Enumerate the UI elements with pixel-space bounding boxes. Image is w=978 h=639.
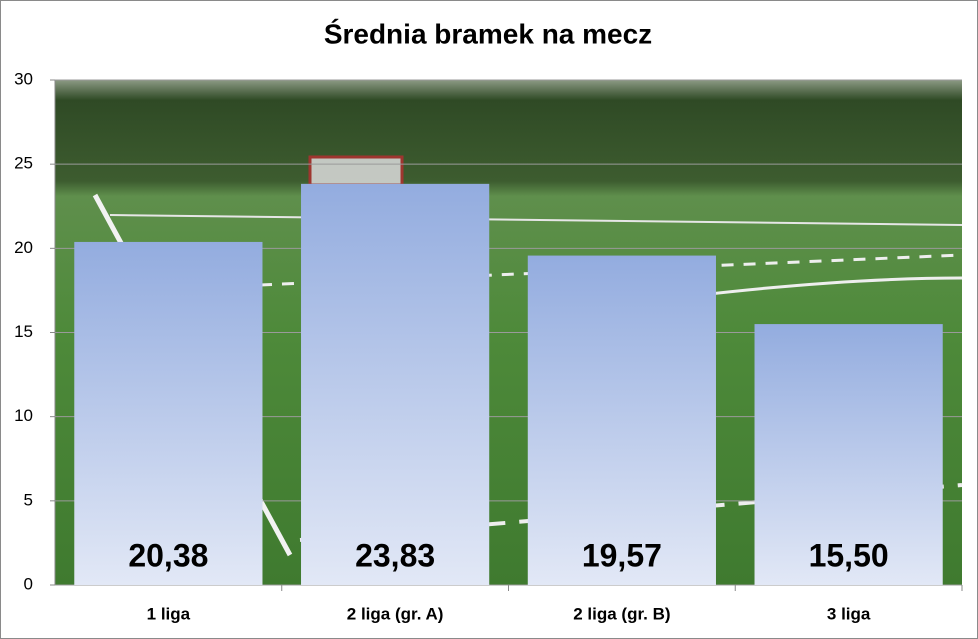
bar xyxy=(74,241,263,586)
value-label: 23,83 xyxy=(355,537,435,573)
y-tick-label: 25 xyxy=(14,154,33,173)
x-tick-label: 1 liga xyxy=(147,604,191,623)
value-label: 15,50 xyxy=(809,537,889,573)
y-tick-label: 0 xyxy=(24,574,33,593)
chart-title: Średnia bramek na mecz xyxy=(324,18,652,49)
x-tick-label: 3 liga xyxy=(827,604,871,623)
y-tick-label: 5 xyxy=(24,490,33,509)
y-tick-label: 30 xyxy=(14,69,33,88)
y-tick-label: 10 xyxy=(14,406,33,425)
bar xyxy=(301,183,490,585)
bar xyxy=(527,255,716,586)
x-tick-label: 2 liga (gr. B) xyxy=(573,604,670,623)
bar xyxy=(754,324,943,585)
x-tick-label: 2 liga (gr. A) xyxy=(347,604,444,623)
value-label: 19,57 xyxy=(582,537,662,573)
y-tick-label: 20 xyxy=(14,238,33,257)
y-tick-label: 15 xyxy=(14,322,33,341)
value-label: 20,38 xyxy=(128,537,208,573)
